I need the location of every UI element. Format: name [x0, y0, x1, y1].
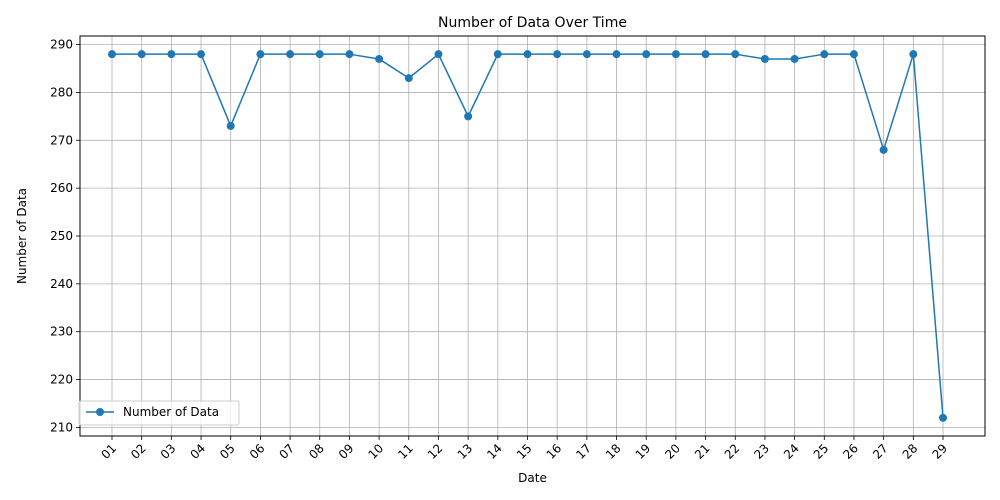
data-point-marker — [671, 50, 680, 59]
data-point-marker — [701, 50, 710, 59]
data-point-marker — [226, 121, 235, 130]
data-point-marker — [909, 50, 918, 59]
y-axis-label: Number of Data — [15, 188, 29, 284]
x-tick-label: 16 — [544, 441, 565, 462]
x-tick-label: 02 — [128, 441, 149, 462]
data-point-marker — [167, 50, 176, 59]
x-tick-label: 06 — [247, 441, 268, 462]
y-tick-label: 240 — [50, 277, 73, 291]
x-tick-label: 24 — [781, 441, 802, 462]
axis-ticks: 01 02 03 04 05 06 07 08 09 10 11 12 13 14 15 16 17 18 19 20… — [50, 38, 950, 462]
x-tick-label: 07 — [276, 441, 297, 462]
data-point-marker — [375, 54, 384, 63]
data-point-marker — [434, 50, 443, 59]
x-tick-label: 17 — [573, 441, 594, 462]
x-tick-label: 12 — [425, 441, 446, 462]
data-point-marker — [315, 50, 324, 59]
data-point-marker — [137, 50, 146, 59]
data-point-marker — [642, 50, 651, 59]
x-tick-label: 23 — [751, 441, 772, 462]
x-tick-label: 26 — [840, 441, 861, 462]
x-tick-label: 22 — [722, 441, 743, 462]
legend-label: Number of Data — [123, 405, 219, 419]
x-axis-label: Date — [518, 471, 547, 485]
x-tick-label: 13 — [455, 441, 476, 462]
x-tick-label: 08 — [306, 441, 327, 462]
grid-lines — [80, 36, 985, 436]
y-tick-label: 260 — [50, 181, 73, 195]
data-point-marker — [612, 50, 621, 59]
x-tick-label: 27 — [870, 441, 891, 462]
data-point-marker — [197, 50, 206, 59]
data-point-marker — [256, 50, 265, 59]
chart-title: Number of Data Over Time — [438, 15, 627, 31]
x-tick-label: 01 — [98, 441, 119, 462]
x-tick-label: 14 — [484, 441, 505, 462]
x-tick-label: 18 — [603, 441, 624, 462]
data-point-marker — [404, 74, 413, 83]
x-tick-label: 20 — [662, 441, 683, 462]
x-tick-label: 19 — [633, 441, 654, 462]
data-point-marker — [879, 145, 888, 154]
y-tick-label: 290 — [50, 38, 73, 52]
y-tick-label: 230 — [50, 325, 73, 339]
x-tick-label: 04 — [187, 441, 208, 462]
x-tick-label: 05 — [217, 441, 238, 462]
x-tick-label: 11 — [395, 441, 416, 462]
data-point-marker — [790, 54, 799, 63]
x-tick-label: 03 — [158, 441, 179, 462]
y-tick-label: 210 — [50, 420, 73, 434]
data-point-marker — [493, 50, 502, 59]
x-tick-label: 29 — [929, 441, 950, 462]
legend: Number of Data — [78, 400, 240, 426]
data-point-marker — [464, 112, 473, 121]
data-point-marker — [849, 50, 858, 59]
y-tick-label: 250 — [50, 229, 73, 243]
data-point-marker — [286, 50, 295, 59]
legend-marker-swatch — [96, 408, 104, 416]
data-point-marker — [345, 50, 354, 59]
legend-box — [78, 400, 240, 426]
data-point-marker — [582, 50, 591, 59]
x-tick-label: 25 — [811, 441, 832, 462]
plot-frame — [79, 35, 986, 437]
data-point-marker — [731, 50, 740, 59]
x-tick-label: 10 — [366, 441, 387, 462]
x-tick-label: 15 — [514, 441, 535, 462]
x-tick-label: 28 — [900, 441, 921, 462]
y-tick-label: 280 — [50, 85, 73, 99]
data-point-marker — [523, 50, 532, 59]
x-tick-label: 09 — [336, 441, 357, 462]
data-point-marker — [553, 50, 562, 59]
y-tick-label: 220 — [50, 373, 73, 387]
data-point-marker — [820, 50, 829, 59]
data-point-marker — [108, 50, 116, 59]
y-tick-label: 270 — [50, 133, 73, 147]
data-point-marker — [939, 413, 947, 422]
data-point-marker — [760, 54, 769, 63]
x-tick-label: 21 — [692, 441, 713, 462]
series-layer — [108, 50, 947, 422]
